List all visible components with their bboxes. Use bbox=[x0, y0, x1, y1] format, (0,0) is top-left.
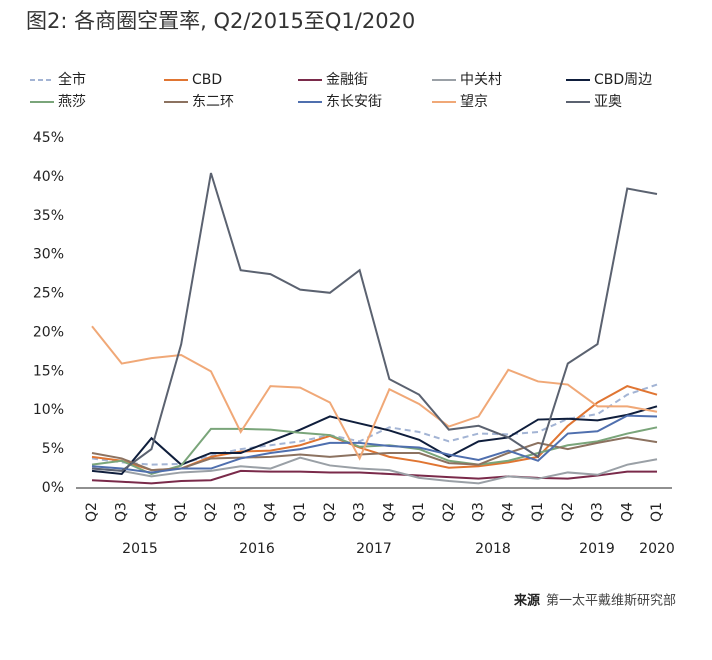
legend-label: 亚奥 bbox=[594, 93, 622, 110]
series-line bbox=[91, 426, 658, 476]
source-text: 第一太平戴维斯研究部 bbox=[546, 594, 676, 609]
x-tick-label: Q4 bbox=[619, 502, 635, 522]
x-tick-label: Q3 bbox=[233, 502, 249, 522]
legend-label: CBD bbox=[192, 72, 222, 88]
series-line bbox=[91, 405, 658, 476]
y-tick-label: 25% bbox=[33, 286, 64, 302]
legend-label: CBD周边 bbox=[594, 72, 652, 88]
x-tick-label: Q2 bbox=[322, 502, 338, 522]
chart-title: 图2: 各商圈空置率, Q2/2015至Q1/2020 bbox=[26, 9, 415, 33]
year-label: 2017 bbox=[356, 541, 392, 557]
y-tick-label: 45% bbox=[33, 130, 64, 146]
year-label: 2019 bbox=[579, 541, 615, 557]
x-tick-label: Q1 bbox=[530, 502, 546, 522]
x-tick-label: Q2 bbox=[203, 502, 219, 522]
series-line bbox=[91, 325, 658, 461]
year-label: 2016 bbox=[239, 541, 275, 557]
x-tick-label: Q1 bbox=[173, 502, 189, 522]
x-tick-label: Q3 bbox=[590, 502, 606, 522]
x-tick-label: Q2 bbox=[560, 502, 576, 522]
y-tick-label: 5% bbox=[42, 441, 64, 457]
series-line bbox=[91, 414, 658, 474]
year-label: 2015 bbox=[122, 541, 158, 557]
x-tick-label: Q4 bbox=[262, 502, 278, 522]
series-line bbox=[91, 172, 658, 472]
series-line bbox=[91, 456, 658, 485]
legend-label: 金融街 bbox=[326, 72, 368, 88]
year-label: 2020 bbox=[639, 541, 675, 557]
x-tick-label: Q1 bbox=[649, 502, 665, 522]
x-tick-label: Q1 bbox=[411, 502, 427, 522]
y-tick-label: 15% bbox=[33, 363, 64, 379]
y-tick-label: 40% bbox=[33, 169, 64, 185]
legend-label: 望京 bbox=[460, 94, 488, 110]
x-tick-label: Q4 bbox=[500, 502, 516, 522]
legend-label: 全市 bbox=[58, 71, 86, 88]
x-tick-label: Q3 bbox=[352, 502, 368, 522]
x-tick-label: Q4 bbox=[143, 502, 159, 522]
legend-label: 燕莎 bbox=[58, 94, 86, 110]
series-line bbox=[91, 436, 658, 472]
legend-label: 中关村 bbox=[460, 72, 502, 88]
x-tick-label: Q1 bbox=[292, 502, 308, 522]
x-tick-label: Q2 bbox=[84, 502, 100, 522]
x-tick-label: Q3 bbox=[114, 502, 130, 522]
x-tick-label: Q2 bbox=[441, 502, 457, 522]
y-tick-label: 0% bbox=[42, 480, 64, 496]
y-tick-label: 20% bbox=[33, 324, 64, 340]
series-line bbox=[91, 385, 658, 472]
legend-label: 东长安街 bbox=[326, 94, 382, 110]
year-label: 2018 bbox=[475, 541, 511, 557]
source-label: 来源 bbox=[513, 593, 540, 609]
y-tick-label: 35% bbox=[33, 208, 64, 224]
y-tick-label: 10% bbox=[33, 402, 64, 418]
y-tick-label: 30% bbox=[33, 247, 64, 263]
legend-label: 东二环 bbox=[192, 94, 234, 110]
series-line bbox=[91, 469, 657, 485]
x-tick-label: Q4 bbox=[381, 502, 397, 522]
x-tick-label: Q3 bbox=[471, 502, 487, 522]
